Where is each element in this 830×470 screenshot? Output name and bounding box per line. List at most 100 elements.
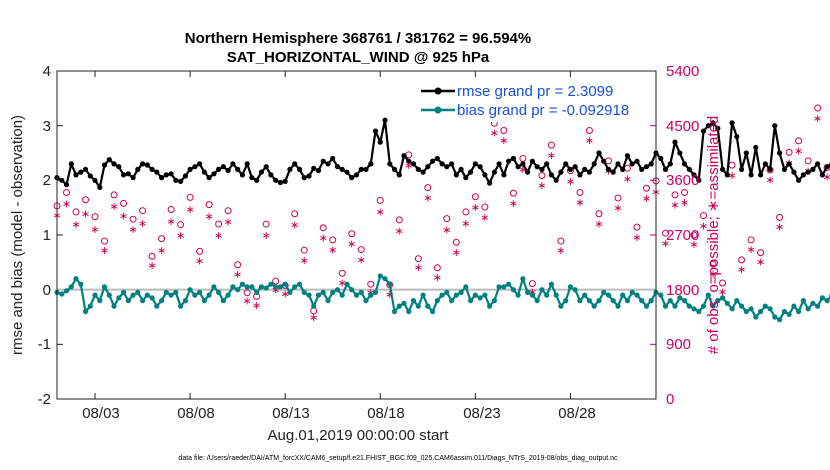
obs-possible-point	[728, 161, 736, 169]
bias-point	[634, 292, 640, 298]
obs-assimilated-point: ∗	[252, 299, 261, 312]
bias-point	[377, 273, 383, 279]
obs-assimilated-point: ∗	[727, 169, 736, 182]
rmse-point	[201, 169, 207, 175]
obs-assimilated-point: ∗	[547, 149, 556, 162]
bias-point	[601, 289, 607, 295]
obs-possible-point	[719, 279, 727, 287]
bias-point	[130, 292, 136, 298]
rmse-point	[739, 166, 745, 172]
obs-assimilated-point: ∗	[518, 163, 527, 176]
obs-possible-point	[367, 280, 375, 288]
rmse-point	[125, 171, 131, 177]
rmse-point	[311, 165, 317, 171]
rmse-point	[700, 128, 707, 134]
obs-possible-point	[186, 193, 194, 201]
chart-subtitle: SAT_HORIZONTAL_WIND @ 925 hPa	[227, 49, 490, 66]
bias-point	[292, 284, 298, 290]
rmse-point	[197, 161, 203, 167]
bias-point	[558, 303, 564, 309]
rmse-point	[629, 161, 635, 167]
obs-assimilated-point: ∗	[461, 217, 470, 230]
rmse-point	[396, 172, 402, 178]
legend-bias-label: bias grand pr = -0.092918	[457, 102, 629, 119]
obs-assimilated-point: ∗	[823, 171, 830, 184]
bias-point	[168, 292, 174, 298]
rmse-point	[596, 150, 602, 156]
obs-assimilated-point: ∗	[404, 159, 413, 172]
obs-possible-point	[272, 277, 280, 285]
bias-point	[249, 284, 255, 290]
ytick-label: 2	[43, 172, 51, 189]
rmse-point	[686, 166, 692, 172]
bias-point	[296, 281, 303, 287]
bias-point	[430, 308, 436, 315]
rmse-point	[277, 179, 283, 186]
bias-point	[92, 292, 98, 298]
rmse-point	[824, 164, 830, 170]
obs-possible-point	[243, 289, 251, 297]
bias-point	[315, 292, 322, 298]
obs-assimilated-point: ∗	[670, 199, 679, 212]
y-axis-label-right: # of obs: o=possible; ∗=assimilated	[705, 116, 722, 355]
bias-point	[330, 289, 336, 295]
obs-possible-point	[804, 157, 812, 165]
rmse-point	[287, 166, 293, 172]
rmse-point	[135, 166, 141, 172]
rmse-point	[87, 173, 93, 179]
obs-assimilated-point: ∗	[71, 218, 80, 231]
rmse-point	[206, 175, 212, 181]
rmse-point	[501, 172, 507, 178]
bias-point	[439, 292, 445, 298]
obs-assimilated-point: ∗	[224, 216, 233, 229]
bias-point	[211, 284, 217, 290]
bias-point	[753, 314, 759, 320]
bias-point	[662, 303, 669, 309]
obs-assimilated-point: ∗	[347, 238, 356, 251]
bias-point	[163, 289, 169, 295]
legend-rmse-marker	[434, 87, 442, 95]
bias-point	[525, 289, 531, 295]
rmse-point	[515, 164, 521, 170]
rmse-point	[648, 161, 654, 167]
rmse-point	[477, 164, 483, 170]
rmse-point	[263, 164, 269, 170]
bias-point	[106, 292, 112, 298]
obs-assimilated-point: ∗	[689, 238, 698, 251]
obs-possible-point	[234, 261, 242, 269]
rmse-point	[325, 161, 331, 167]
rmse-point	[639, 166, 645, 172]
obs-assimilated-point: ∗	[328, 244, 337, 257]
rmse-point	[282, 178, 288, 184]
x-axis-label: Aug.01,2019 00:00:00 start	[268, 427, 450, 444]
obs-assimilated-point: ∗	[556, 244, 565, 257]
rmse-point	[249, 175, 255, 181]
bias-point	[577, 298, 583, 304]
bias-point	[268, 281, 274, 287]
rmse-point	[563, 161, 569, 167]
bias-point	[767, 306, 773, 312]
bias-point	[116, 295, 122, 301]
rmse-point	[748, 172, 754, 178]
obs-possible-point	[547, 141, 555, 149]
bias-point	[681, 298, 688, 304]
bias-point	[149, 295, 155, 301]
rmse-point	[658, 155, 664, 162]
obs-assimilated-point: ∗	[128, 223, 137, 236]
rmse-point	[111, 161, 117, 167]
rmse-point	[344, 169, 350, 175]
bias-point	[353, 292, 360, 298]
bias-point	[529, 292, 536, 298]
bias-point	[810, 300, 816, 306]
rmse-point	[59, 177, 65, 183]
rmse-point	[753, 144, 759, 151]
rmse-point	[482, 172, 488, 178]
bias-point	[73, 276, 79, 282]
obs-possible-point	[376, 196, 384, 204]
obs-assimilated-point: ∗	[214, 229, 223, 242]
rmse-point	[463, 175, 469, 181]
bias-point	[501, 284, 507, 290]
xtick-label: 08/23	[463, 405, 501, 422]
xtick-label: 08/13	[272, 405, 310, 422]
bias-point	[515, 292, 521, 298]
